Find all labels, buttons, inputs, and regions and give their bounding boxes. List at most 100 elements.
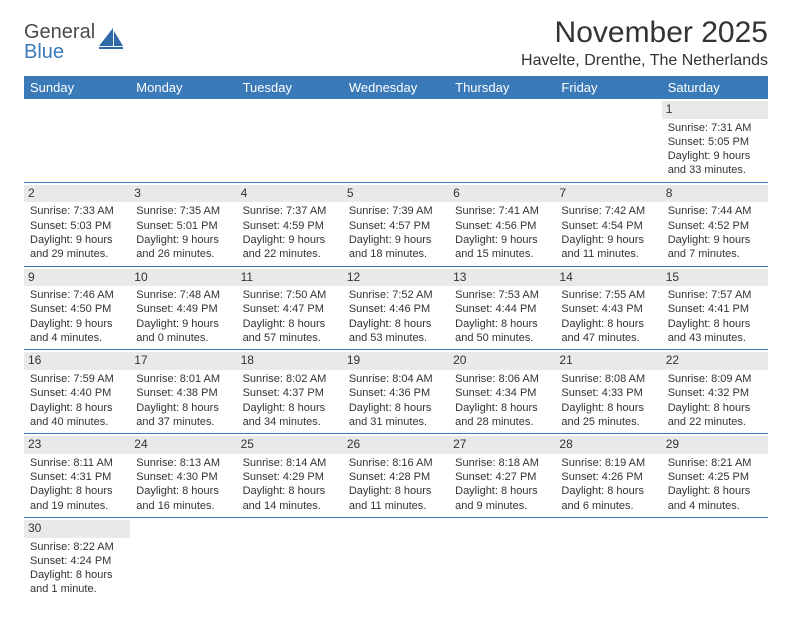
day-details: Sunrise: 8:08 AMSunset: 4:33 PMDaylight:… (559, 372, 657, 429)
day-cell: 11Sunrise: 7:50 AMSunset: 4:47 PMDayligh… (237, 266, 343, 350)
sunrise-text: Sunrise: 8:11 AM (30, 456, 124, 470)
daylight-text: Daylight: 8 hours (30, 401, 124, 415)
day-number: 9 (24, 269, 130, 287)
sunset-text: Sunset: 4:28 PM (349, 470, 443, 484)
sunset-text: Sunset: 4:57 PM (349, 219, 443, 233)
daylight-text: and 50 minutes. (455, 331, 549, 345)
sunset-text: Sunset: 4:32 PM (668, 386, 762, 400)
daylight-text: and 15 minutes. (455, 247, 549, 261)
sunrise-text: Sunrise: 8:18 AM (455, 456, 549, 470)
daylight-text: Daylight: 8 hours (455, 484, 549, 498)
sunset-text: Sunset: 4:30 PM (136, 470, 230, 484)
sunrise-text: Sunrise: 7:46 AM (30, 288, 124, 302)
day-header: Sunday (24, 76, 130, 99)
daylight-text: Daylight: 8 hours (136, 401, 230, 415)
logo-text: General Blue (24, 22, 95, 62)
empty-cell (237, 99, 343, 182)
day-number: 19 (343, 352, 449, 370)
daylight-text: Daylight: 8 hours (455, 401, 549, 415)
sunrise-text: Sunrise: 7:48 AM (136, 288, 230, 302)
daylight-text: and 16 minutes. (136, 499, 230, 513)
sunrise-text: Sunrise: 7:44 AM (668, 204, 762, 218)
week-row: 2Sunrise: 7:33 AMSunset: 5:03 PMDaylight… (24, 182, 768, 266)
day-details: Sunrise: 8:16 AMSunset: 4:28 PMDaylight:… (347, 456, 445, 513)
day-number: 13 (449, 269, 555, 287)
daylight-text: and 26 minutes. (136, 247, 230, 261)
day-cell: 14Sunrise: 7:55 AMSunset: 4:43 PMDayligh… (555, 266, 661, 350)
daylight-text: Daylight: 8 hours (30, 484, 124, 498)
day-cell: 28Sunrise: 8:19 AMSunset: 4:26 PMDayligh… (555, 434, 661, 518)
sunset-text: Sunset: 4:36 PM (349, 386, 443, 400)
day-number: 23 (24, 436, 130, 454)
sunrise-text: Sunrise: 7:59 AM (30, 372, 124, 386)
daylight-text: Daylight: 9 hours (136, 233, 230, 247)
sunrise-text: Sunrise: 8:06 AM (455, 372, 549, 386)
daylight-text: and 53 minutes. (349, 331, 443, 345)
daylight-text: and 34 minutes. (243, 415, 337, 429)
daylight-text: Daylight: 8 hours (30, 568, 124, 582)
day-number: 14 (555, 269, 661, 287)
sunset-text: Sunset: 5:01 PM (136, 219, 230, 233)
daylight-text: and 11 minutes. (349, 499, 443, 513)
day-details: Sunrise: 7:37 AMSunset: 4:59 PMDaylight:… (241, 204, 339, 261)
day-details: Sunrise: 8:02 AMSunset: 4:37 PMDaylight:… (241, 372, 339, 429)
day-number: 21 (555, 352, 661, 370)
daylight-text: and 22 minutes. (668, 415, 762, 429)
daylight-text: Daylight: 9 hours (243, 233, 337, 247)
daylight-text: and 43 minutes. (668, 331, 762, 345)
sunset-text: Sunset: 4:29 PM (243, 470, 337, 484)
empty-cell (449, 99, 555, 182)
day-number: 26 (343, 436, 449, 454)
sunset-text: Sunset: 4:44 PM (455, 302, 549, 316)
daylight-text: Daylight: 8 hours (668, 484, 762, 498)
daylight-text: and 14 minutes. (243, 499, 337, 513)
day-number: 4 (237, 185, 343, 203)
daylight-text: Daylight: 8 hours (668, 317, 762, 331)
header: General Blue November 2025 Havelte, Dren… (24, 16, 768, 70)
empty-cell (555, 99, 661, 182)
sunset-text: Sunset: 4:49 PM (136, 302, 230, 316)
sunset-text: Sunset: 4:41 PM (668, 302, 762, 316)
day-details: Sunrise: 7:44 AMSunset: 4:52 PMDaylight:… (666, 204, 764, 261)
day-header: Wednesday (343, 76, 449, 99)
day-details: Sunrise: 8:14 AMSunset: 4:29 PMDaylight:… (241, 456, 339, 513)
sunrise-text: Sunrise: 7:35 AM (136, 204, 230, 218)
day-number: 27 (449, 436, 555, 454)
calendar-body: 1Sunrise: 7:31 AMSunset: 5:05 PMDaylight… (24, 99, 768, 601)
day-cell: 26 Sunrise: 8:16 AMSunset: 4:28 PMDayligh… (343, 434, 449, 518)
daylight-text: and 33 minutes. (668, 163, 762, 177)
daylight-text: and 47 minutes. (561, 331, 655, 345)
logo: General Blue (24, 22, 125, 62)
sunrise-text: Sunrise: 8:09 AM (668, 372, 762, 386)
day-details: Sunrise: 7:59 AMSunset: 4:40 PMDaylight:… (28, 372, 126, 429)
daylight-text: Daylight: 8 hours (349, 484, 443, 498)
day-number: 30 (24, 520, 130, 538)
day-header: Thursday (449, 76, 555, 99)
daylight-text: and 40 minutes. (30, 415, 124, 429)
daylight-text: Daylight: 9 hours (668, 233, 762, 247)
day-number: 5 (343, 185, 449, 203)
day-details: Sunrise: 8:11 AMSunset: 4:31 PMDaylight:… (28, 456, 126, 513)
day-cell: 4Sunrise: 7:37 AMSunset: 4:59 PMDaylight… (237, 182, 343, 266)
day-details: Sunrise: 7:53 AMSunset: 4:44 PMDaylight:… (453, 288, 551, 345)
daylight-text: and 9 minutes. (455, 499, 549, 513)
day-details: Sunrise: 8:13 AMSunset: 4:30 PMDaylight:… (134, 456, 232, 513)
day-number: 10 (130, 269, 236, 287)
logo-line2: Blue (24, 42, 95, 62)
day-details: Sunrise: 7:57 AMSunset: 4:41 PMDaylight:… (666, 288, 764, 345)
sunrise-text: Sunrise: 7:55 AM (561, 288, 655, 302)
day-cell: 29Sunrise: 8:21 AMSunset: 4:25 PMDayligh… (662, 434, 768, 518)
sunrise-text: Sunrise: 7:31 AM (668, 121, 762, 135)
day-cell: 30 Sunrise: 8:22 AMSunset: 4:24 PMDayligh… (24, 517, 130, 600)
day-cell: 13Sunrise: 7:53 AMSunset: 4:44 PMDayligh… (449, 266, 555, 350)
sunset-text: Sunset: 4:56 PM (455, 219, 549, 233)
daylight-text: and 57 minutes. (243, 331, 337, 345)
day-details: Sunrise: 8:22 AMSunset: 4:24 PMDaylight:… (28, 540, 126, 597)
day-cell: 3Sunrise: 7:35 AMSunset: 5:01 PMDaylight… (130, 182, 236, 266)
empty-cell (24, 99, 130, 182)
daylight-text: and 25 minutes. (561, 415, 655, 429)
sunset-text: Sunset: 4:40 PM (30, 386, 124, 400)
empty-cell (130, 99, 236, 182)
day-cell: 15Sunrise: 7:57 AMSunset: 4:41 PMDayligh… (662, 266, 768, 350)
day-header: Tuesday (237, 76, 343, 99)
